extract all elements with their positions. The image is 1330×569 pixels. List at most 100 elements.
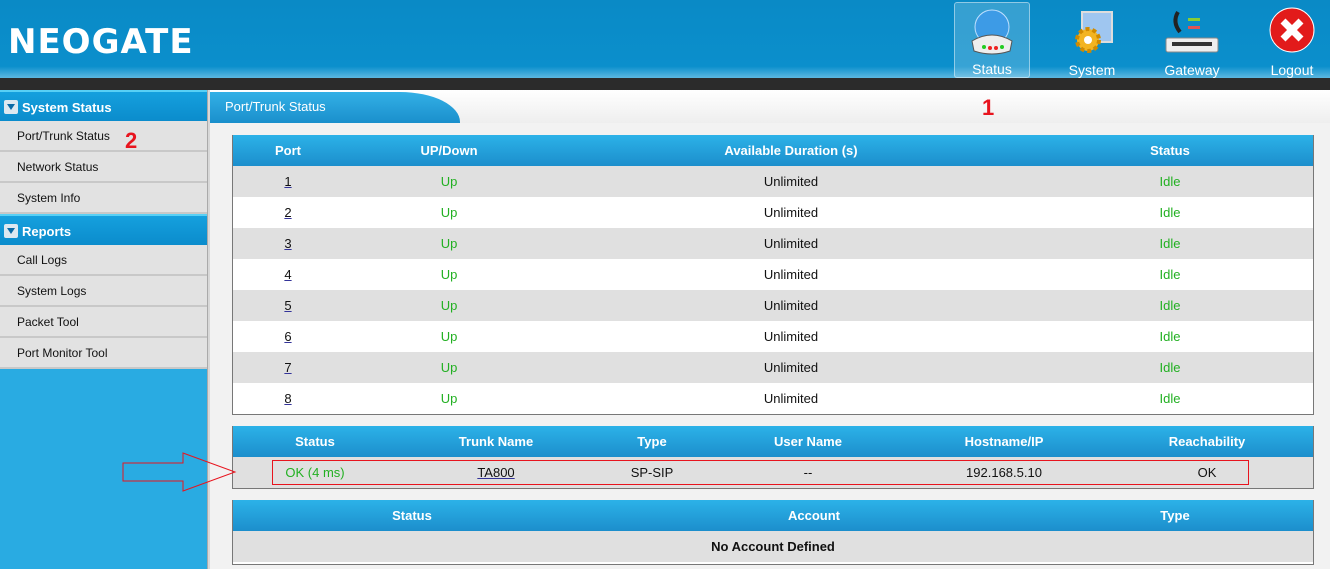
port-status-table: Port UP/Down Available Duration (s) Stat… bbox=[232, 135, 1314, 415]
port-link[interactable]: 3 bbox=[284, 236, 292, 251]
port-cell: 5 bbox=[233, 290, 343, 321]
nav-status[interactable]: Status bbox=[954, 2, 1030, 78]
sidebar-item-port-trunk-status[interactable]: Port/Trunk Status bbox=[0, 121, 207, 152]
col-hostname: Hostname/IP bbox=[907, 426, 1101, 457]
trunk-hostname: 192.168.5.10 bbox=[907, 457, 1101, 488]
account-status-table: Status Account Type No Account Defined bbox=[232, 500, 1314, 565]
port-updown: Up bbox=[440, 391, 458, 406]
header-divider bbox=[0, 78, 1330, 90]
nav-logout-label: Logout bbox=[1270, 62, 1314, 78]
port-cell: 1 bbox=[233, 166, 343, 197]
sidebar-section-reports[interactable]: Reports bbox=[0, 214, 207, 245]
col-status: Status bbox=[1027, 135, 1313, 166]
port-updown: Up bbox=[440, 267, 458, 282]
table-row: 1 Up Unlimited Idle bbox=[233, 166, 1313, 197]
col-user-name: User Name bbox=[709, 426, 907, 457]
port-status: Idle bbox=[1027, 228, 1313, 259]
sidebar-item-system-logs[interactable]: System Logs bbox=[0, 276, 207, 307]
table-row: 5 Up Unlimited Idle bbox=[233, 290, 1313, 321]
port-status: Idle bbox=[1027, 290, 1313, 321]
port-duration: Unlimited bbox=[555, 290, 1027, 321]
port-cell: 6 bbox=[233, 321, 343, 352]
port-updown: Up bbox=[343, 166, 555, 197]
port-cell: 7 bbox=[233, 352, 343, 383]
section-title: Reports bbox=[22, 224, 72, 239]
table-row: 3 Up Unlimited Idle bbox=[233, 228, 1313, 259]
nav-status-label: Status bbox=[972, 61, 1012, 77]
sidebar-divider[interactable] bbox=[207, 90, 210, 569]
col-account: Account bbox=[591, 500, 1037, 531]
table-row: 8 Up Unlimited Idle bbox=[233, 383, 1313, 414]
trunk-name-link[interactable]: TA800 bbox=[477, 465, 515, 480]
annotation-highlight-box bbox=[272, 460, 1249, 485]
col-trunk-name: Trunk Name bbox=[397, 426, 595, 457]
port-status: Idle bbox=[1027, 352, 1313, 383]
table-row: 4 Up Unlimited Idle bbox=[233, 259, 1313, 290]
port-status: Idle bbox=[1159, 329, 1181, 344]
collapse-triangle-icon bbox=[4, 100, 18, 114]
port-duration: Unlimited bbox=[555, 352, 1027, 383]
sidebar: System Status Port/Trunk Status Network … bbox=[0, 90, 207, 569]
table-row: 2 Up Unlimited Idle bbox=[233, 197, 1313, 228]
trunk-status: OK (4 ms) bbox=[233, 457, 397, 488]
sidebar-item-system-info[interactable]: System Info bbox=[0, 183, 207, 214]
port-duration: Unlimited bbox=[763, 205, 819, 220]
col-port: Port bbox=[233, 135, 343, 166]
sidebar-item-packet-tool[interactable]: Packet Tool bbox=[0, 307, 207, 338]
gateway-phone-icon bbox=[1165, 10, 1219, 53]
sidebar-item-network-status[interactable]: Network Status bbox=[0, 152, 207, 183]
port-updown: Up bbox=[343, 228, 555, 259]
table-row: 7 Up Unlimited Idle bbox=[233, 352, 1313, 383]
title-bar: Port/Trunk Status bbox=[210, 90, 1330, 123]
trunk-name-cell: TA800 bbox=[397, 457, 595, 488]
annotation-2: 2 bbox=[125, 128, 138, 153]
status-globe-router-icon bbox=[971, 9, 1013, 55]
port-cell: 4 bbox=[233, 259, 343, 290]
port-duration: Unlimited bbox=[763, 267, 819, 282]
no-account-message: No Account Defined bbox=[233, 531, 1313, 562]
col-duration: Available Duration (s) bbox=[555, 135, 1027, 166]
port-duration: Unlimited bbox=[763, 329, 819, 344]
port-status: Idle bbox=[1159, 205, 1181, 220]
annotation-arrow-icon bbox=[122, 452, 237, 492]
port-duration: Unlimited bbox=[763, 391, 819, 406]
port-updown: Up bbox=[343, 290, 555, 321]
nav-system[interactable]: System bbox=[1054, 2, 1130, 78]
port-link[interactable]: 2 bbox=[284, 205, 292, 220]
port-duration: Unlimited bbox=[555, 166, 1027, 197]
logout-x-icon bbox=[1269, 7, 1315, 53]
col-updown: UP/Down bbox=[343, 135, 555, 166]
port-updown: Up bbox=[440, 329, 458, 344]
col-status: Status bbox=[233, 426, 397, 457]
section-title: System Status bbox=[22, 100, 112, 115]
port-status: Idle bbox=[1159, 391, 1181, 406]
header: NEOGATE Status System Gateway Logout bbox=[0, 0, 1330, 78]
port-link[interactable]: 7 bbox=[284, 360, 292, 375]
table-row: 6 Up Unlimited Idle bbox=[233, 321, 1313, 352]
port-link[interactable]: 1 bbox=[284, 174, 292, 189]
port-cell: 3 bbox=[233, 228, 343, 259]
port-cell: 2 bbox=[233, 197, 343, 228]
sidebar-item-call-logs[interactable]: Call Logs bbox=[0, 245, 207, 276]
nav-logout[interactable]: Logout bbox=[1254, 2, 1330, 78]
col-status: Status bbox=[233, 500, 591, 531]
port-duration: Unlimited bbox=[555, 228, 1027, 259]
port-link[interactable]: 4 bbox=[284, 267, 292, 282]
port-link[interactable]: 6 bbox=[284, 329, 292, 344]
page-title: Port/Trunk Status bbox=[210, 92, 460, 123]
annotation-1: 1 bbox=[982, 95, 995, 120]
trunk-type: SP-SIP bbox=[595, 457, 709, 488]
sidebar-item-port-monitor-tool[interactable]: Port Monitor Tool bbox=[0, 338, 207, 369]
port-link[interactable]: 8 bbox=[284, 391, 292, 406]
system-gear-monitor-icon bbox=[1075, 11, 1113, 53]
trunk-reachability: OK bbox=[1101, 457, 1313, 488]
col-reachability: Reachability bbox=[1101, 426, 1313, 457]
port-cell: 8 bbox=[233, 383, 343, 414]
port-updown: Up bbox=[343, 352, 555, 383]
nav-gateway-label: Gateway bbox=[1164, 62, 1220, 78]
nav-gateway[interactable]: Gateway bbox=[1154, 2, 1230, 78]
col-type: Type bbox=[1037, 500, 1313, 531]
port-link[interactable]: 5 bbox=[284, 298, 292, 313]
sidebar-section-system-status[interactable]: System Status bbox=[0, 90, 207, 121]
table-row: OK (4 ms) TA800 SP-SIP -- 192.168.5.10 O… bbox=[233, 457, 1313, 488]
